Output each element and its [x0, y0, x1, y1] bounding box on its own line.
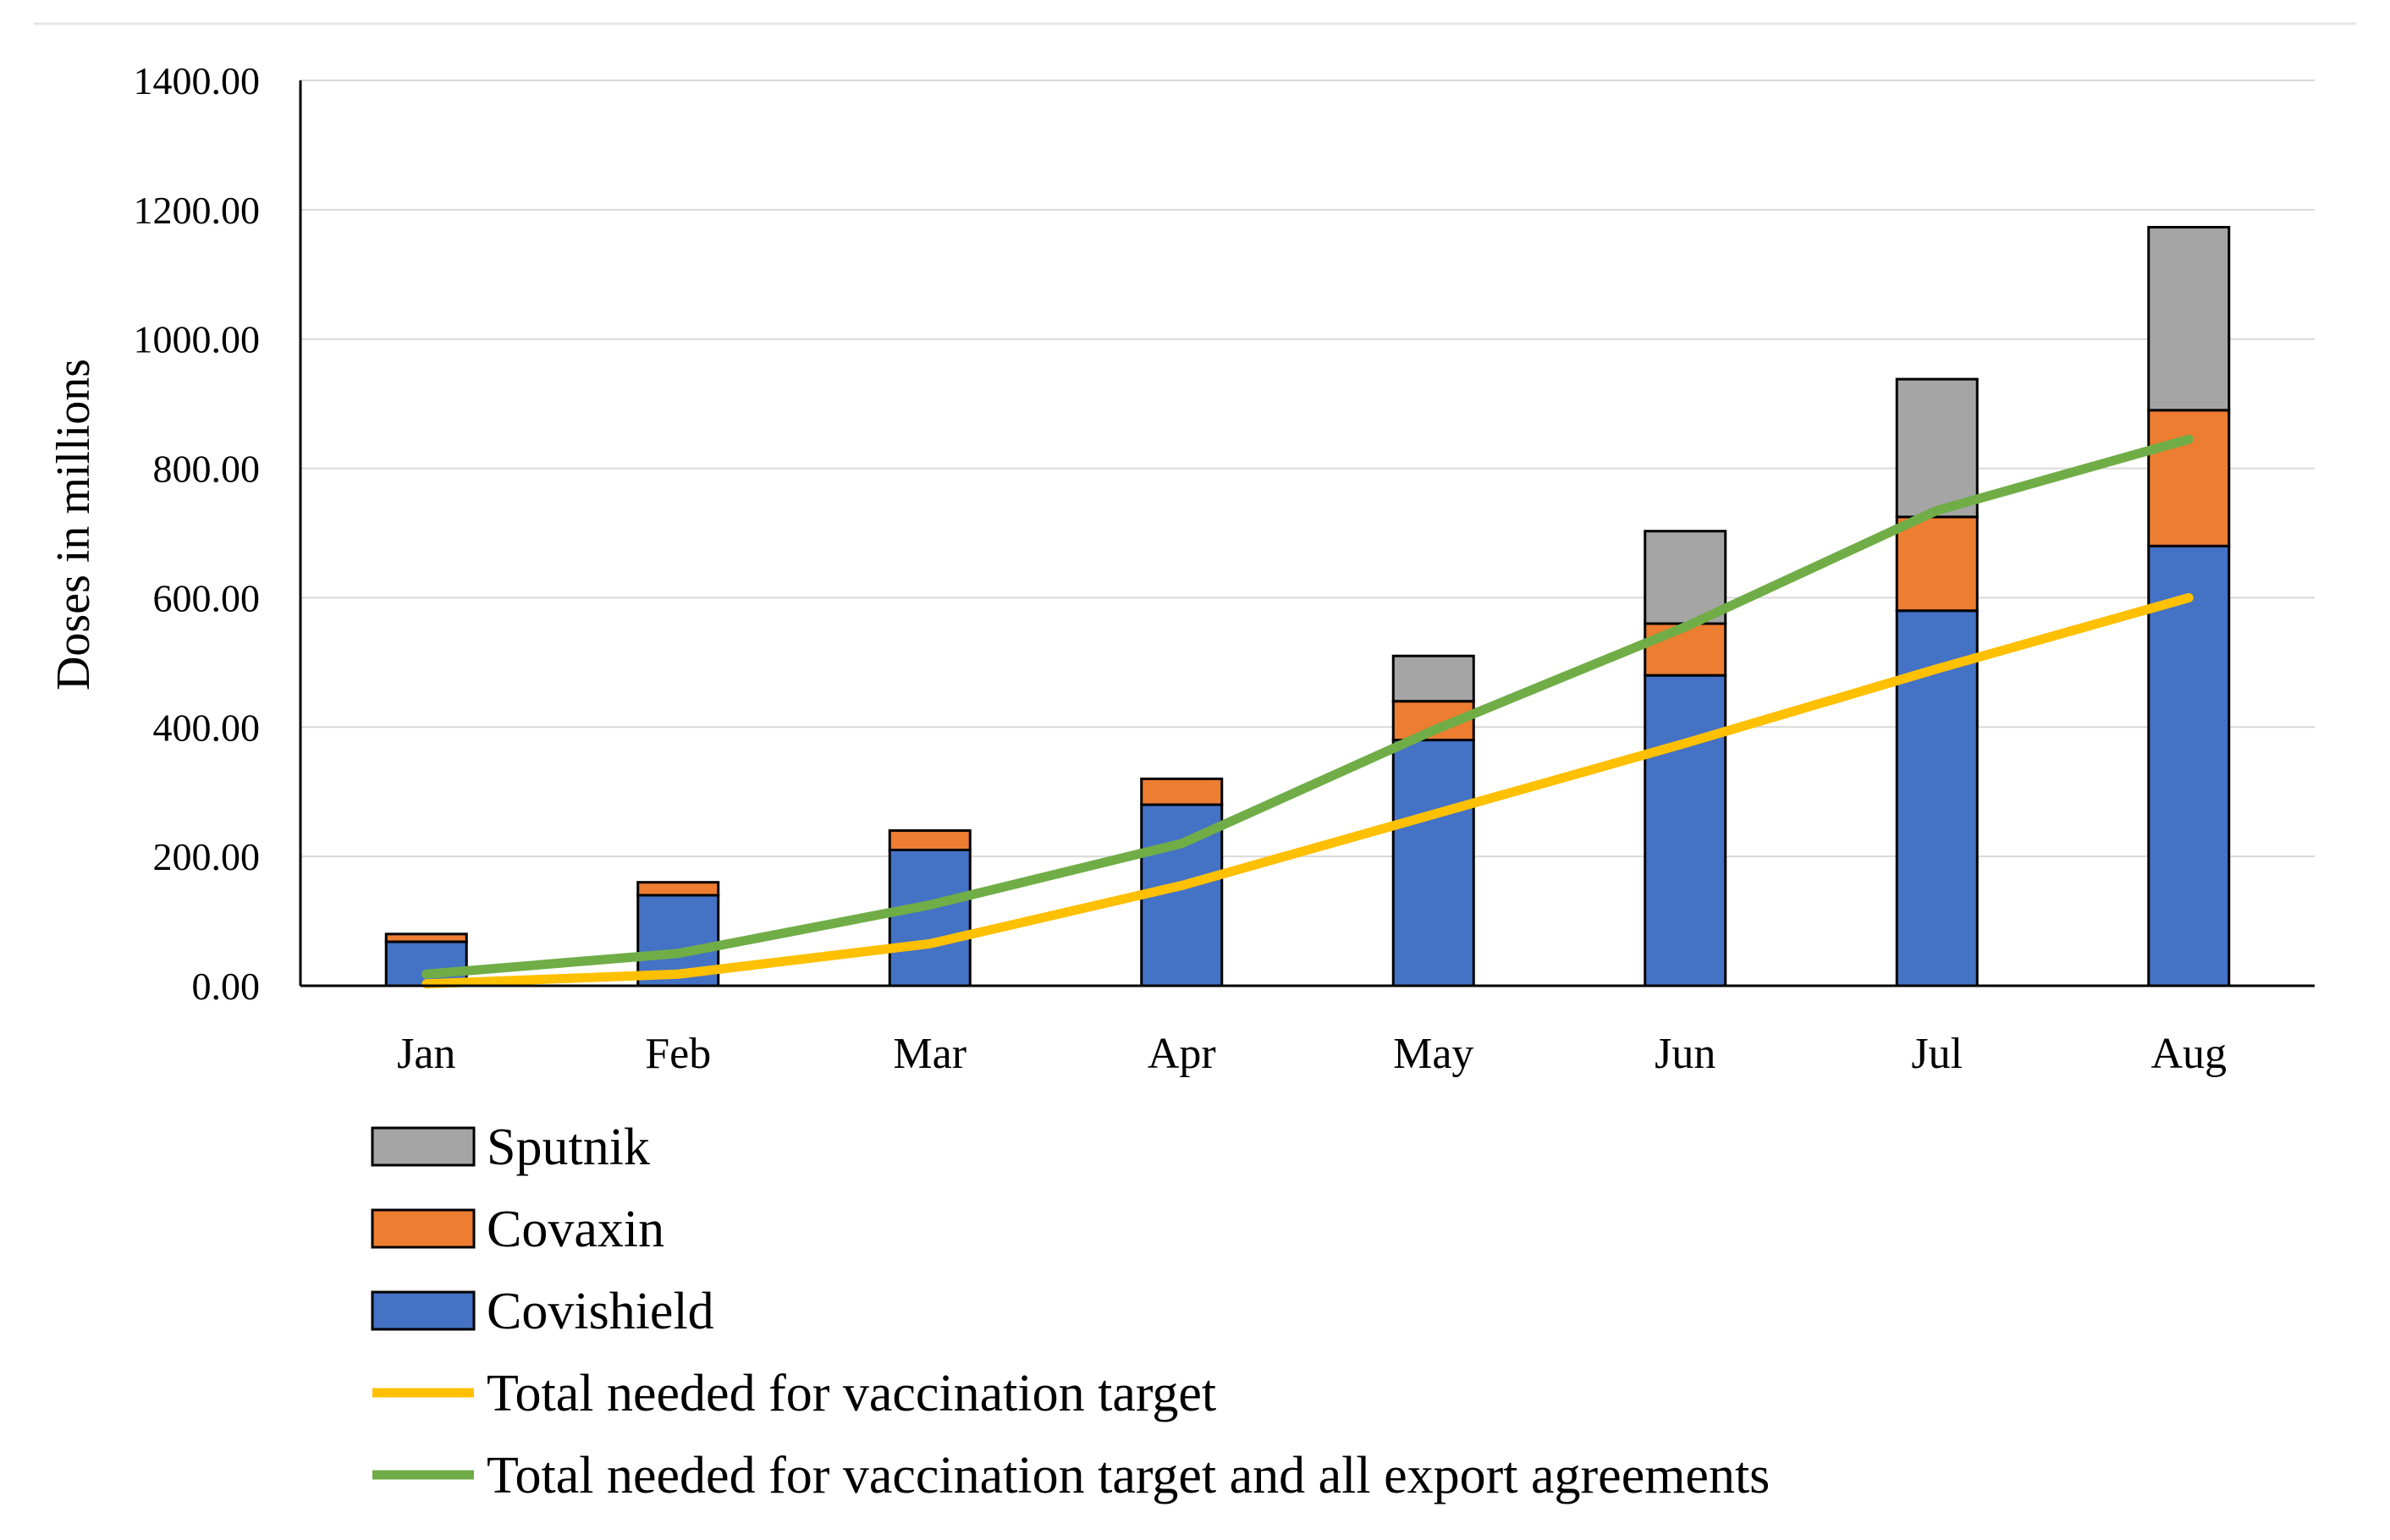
- legend-swatch: [371, 1126, 476, 1167]
- x-tick-label: Aug: [2150, 1030, 2227, 1078]
- y-tick-label: 0.00: [192, 965, 261, 1008]
- bar-covishield-aug: [2147, 544, 2231, 987]
- y-tick-label: 800.00: [153, 448, 261, 491]
- legend-label: Sputnik: [487, 1119, 650, 1176]
- bar-covaxin-feb: [636, 881, 720, 897]
- x-tick-label: Jan: [397, 1030, 455, 1078]
- legend-swatch: [371, 1290, 476, 1331]
- y-tick-label: 1000.00: [134, 318, 261, 361]
- bar-covaxin-mar: [888, 829, 972, 851]
- series-lines: [421, 434, 2194, 989]
- y-tick-label: 200.00: [153, 835, 261, 878]
- x-tick-labels: Jan Feb Mar Apr May Jun Jul Aug: [397, 1030, 2227, 1078]
- x-tick-label: Jul: [1911, 1030, 1963, 1078]
- x-tick-label: May: [1393, 1030, 1473, 1078]
- y-tick-label: 400.00: [153, 706, 261, 749]
- gridlines: [300, 80, 2315, 858]
- series-line-1: [421, 592, 2194, 989]
- bar-covaxin-jun: [1644, 622, 1727, 677]
- y-tick-labels: 0.00 200.00 400.00 600.00 800.00 1000.00 1200.…: [134, 59, 261, 1008]
- legend-swatch: [371, 1208, 476, 1249]
- x-tick-label: Jun: [1655, 1030, 1715, 1078]
- bar-covishield-may: [1391, 739, 1475, 987]
- legend-label: Total needed for vaccination target and …: [487, 1447, 1770, 1504]
- x-tick-label: Apr: [1148, 1030, 1216, 1078]
- y-axis-label: Doses in millions: [47, 359, 100, 690]
- y-tick-label: 600.00: [153, 576, 261, 619]
- x-tick-label: Mar: [893, 1030, 966, 1078]
- y-tick-label: 1200.00: [134, 189, 261, 232]
- axes: [299, 80, 2315, 987]
- bar-covishield-jun: [1644, 674, 1727, 987]
- bar-covaxin-jan: [384, 932, 468, 943]
- legend-label: Covishield: [487, 1283, 714, 1340]
- bar-covishield-mar: [888, 849, 972, 987]
- bar-sputnik-aug: [2147, 225, 2231, 412]
- bar-sputnik-may: [1391, 654, 1475, 703]
- y-tick-label: 1400.00: [134, 59, 261, 102]
- x-tick-label: Feb: [645, 1030, 711, 1078]
- series-line-2: [421, 434, 2194, 979]
- bar-covaxin-jul: [1895, 515, 1979, 613]
- bar-covaxin-aug: [2147, 409, 2231, 547]
- legend-label: Covaxin: [487, 1201, 664, 1258]
- bar-sputnik-jul: [1895, 377, 1979, 519]
- bar-sputnik-jun: [1644, 530, 1727, 625]
- legend: Sputnik Covaxin Covishield Total needed for…: [371, 1119, 1770, 1504]
- legend-label: Total needed for vaccination target: [487, 1365, 1216, 1422]
- bars: [384, 225, 2231, 987]
- bar-covaxin-apr: [1140, 777, 1224, 806]
